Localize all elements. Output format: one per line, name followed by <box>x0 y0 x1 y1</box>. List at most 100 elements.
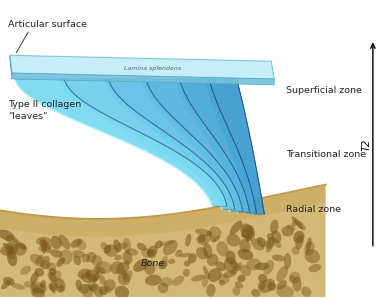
Ellipse shape <box>266 237 275 249</box>
Ellipse shape <box>110 261 124 274</box>
Ellipse shape <box>1 280 12 289</box>
Ellipse shape <box>40 239 52 253</box>
Polygon shape <box>10 55 274 79</box>
Ellipse shape <box>41 240 47 254</box>
Polygon shape <box>205 79 264 214</box>
Ellipse shape <box>13 239 27 249</box>
Ellipse shape <box>218 274 230 284</box>
Ellipse shape <box>50 249 63 258</box>
Polygon shape <box>141 79 250 212</box>
Ellipse shape <box>308 264 321 272</box>
Text: Bone: Bone <box>141 259 165 268</box>
Ellipse shape <box>78 269 91 279</box>
Polygon shape <box>0 185 325 297</box>
Ellipse shape <box>59 235 70 249</box>
Ellipse shape <box>183 269 190 277</box>
Ellipse shape <box>76 239 86 250</box>
Ellipse shape <box>9 244 19 254</box>
Ellipse shape <box>208 268 222 282</box>
Ellipse shape <box>251 238 264 251</box>
Ellipse shape <box>276 285 294 299</box>
Ellipse shape <box>125 260 130 265</box>
Ellipse shape <box>191 274 206 282</box>
Ellipse shape <box>49 282 58 291</box>
Ellipse shape <box>246 231 253 242</box>
Ellipse shape <box>141 248 151 258</box>
Ellipse shape <box>188 253 196 263</box>
Ellipse shape <box>295 235 303 249</box>
Ellipse shape <box>240 223 255 239</box>
Ellipse shape <box>18 242 27 250</box>
Ellipse shape <box>207 254 218 266</box>
Ellipse shape <box>0 245 14 256</box>
Ellipse shape <box>219 280 225 286</box>
Ellipse shape <box>123 271 132 283</box>
Ellipse shape <box>184 260 191 267</box>
Ellipse shape <box>59 249 73 265</box>
Ellipse shape <box>71 239 82 248</box>
Ellipse shape <box>104 279 116 291</box>
Ellipse shape <box>94 266 105 274</box>
Ellipse shape <box>100 242 107 249</box>
Ellipse shape <box>104 286 112 293</box>
Ellipse shape <box>76 280 83 291</box>
Ellipse shape <box>114 242 128 250</box>
Text: Transitional zone: Transitional zone <box>286 150 366 159</box>
Ellipse shape <box>46 262 56 271</box>
Ellipse shape <box>163 240 178 255</box>
Ellipse shape <box>82 284 93 299</box>
Ellipse shape <box>31 288 45 298</box>
Text: Articular surface: Articular surface <box>8 20 87 29</box>
Ellipse shape <box>30 254 45 266</box>
Ellipse shape <box>198 235 206 243</box>
Ellipse shape <box>36 255 44 264</box>
Ellipse shape <box>161 277 173 287</box>
Ellipse shape <box>258 281 266 290</box>
Ellipse shape <box>147 248 157 258</box>
Polygon shape <box>10 55 12 79</box>
Ellipse shape <box>179 253 192 257</box>
Ellipse shape <box>206 284 215 297</box>
Ellipse shape <box>203 266 210 280</box>
Ellipse shape <box>232 286 240 296</box>
Polygon shape <box>103 79 243 211</box>
Ellipse shape <box>14 243 27 256</box>
Ellipse shape <box>293 277 301 292</box>
Ellipse shape <box>43 256 50 262</box>
Ellipse shape <box>230 221 242 235</box>
Ellipse shape <box>118 273 130 286</box>
Text: Superficial zone: Superficial zone <box>286 86 362 95</box>
Ellipse shape <box>255 263 269 270</box>
Ellipse shape <box>209 235 216 243</box>
Ellipse shape <box>213 236 220 242</box>
Ellipse shape <box>272 254 285 261</box>
Ellipse shape <box>175 250 182 257</box>
Ellipse shape <box>78 284 90 294</box>
Ellipse shape <box>237 249 253 260</box>
Ellipse shape <box>202 277 208 288</box>
Polygon shape <box>15 79 227 206</box>
Ellipse shape <box>287 225 296 231</box>
Ellipse shape <box>24 281 30 288</box>
Ellipse shape <box>88 283 93 291</box>
Ellipse shape <box>301 287 312 297</box>
Ellipse shape <box>35 268 44 277</box>
Ellipse shape <box>7 250 17 266</box>
Ellipse shape <box>272 238 282 248</box>
Ellipse shape <box>147 245 157 257</box>
Ellipse shape <box>209 226 222 238</box>
Ellipse shape <box>195 229 212 236</box>
Ellipse shape <box>292 247 300 255</box>
Ellipse shape <box>296 221 306 231</box>
Ellipse shape <box>267 233 273 240</box>
Polygon shape <box>12 73 274 85</box>
Ellipse shape <box>230 260 241 271</box>
Ellipse shape <box>226 251 235 264</box>
Ellipse shape <box>257 237 266 248</box>
Ellipse shape <box>125 248 138 256</box>
Ellipse shape <box>277 280 287 290</box>
Text: Lamina splendens: Lamina splendens <box>124 65 181 71</box>
Polygon shape <box>59 79 235 209</box>
Ellipse shape <box>291 220 297 227</box>
Ellipse shape <box>99 286 108 295</box>
